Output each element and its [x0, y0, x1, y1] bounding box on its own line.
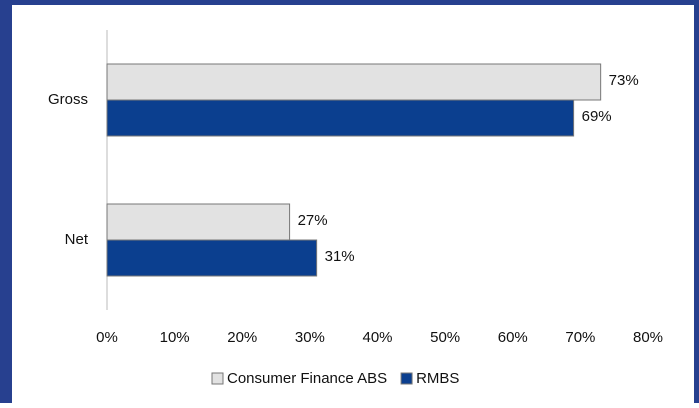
data-label: 27% — [298, 212, 328, 229]
x-tick-label: 20% — [227, 329, 257, 346]
y-tick-label: Gross — [48, 91, 88, 108]
bar — [106, 63, 602, 101]
bar — [106, 99, 575, 137]
x-tick-label: 70% — [565, 329, 595, 346]
x-tick-label: 30% — [295, 329, 325, 346]
data-label: 69% — [582, 108, 612, 125]
bar — [106, 239, 318, 277]
x-tick-label: 80% — [633, 329, 663, 346]
legend-label: Consumer Finance ABS — [227, 370, 387, 387]
x-tick-label: 40% — [362, 329, 392, 346]
legend-swatch — [400, 372, 413, 385]
x-tick-label: 10% — [160, 329, 190, 346]
data-label: 31% — [325, 248, 355, 265]
x-tick-label: 50% — [430, 329, 460, 346]
bar — [106, 203, 291, 241]
legend-label: RMBS — [416, 370, 459, 387]
data-label: 73% — [609, 72, 639, 89]
y-tick-label: Net — [65, 231, 89, 248]
x-tick-label: 0% — [96, 329, 118, 346]
x-tick-label: 60% — [498, 329, 528, 346]
legend-swatch — [211, 372, 224, 385]
